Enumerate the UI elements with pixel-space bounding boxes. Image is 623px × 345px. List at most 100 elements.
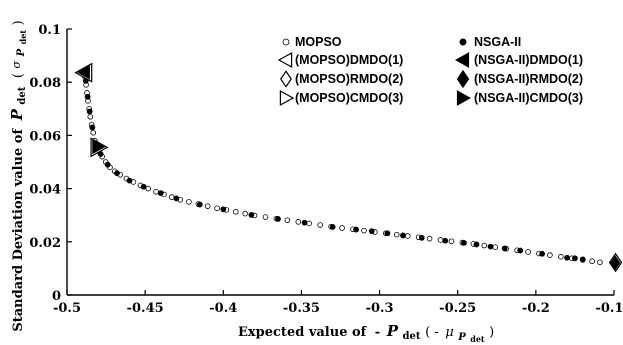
data-point [232, 208, 239, 215]
data-point [487, 243, 494, 250]
data-point [339, 225, 345, 231]
data-point [501, 245, 508, 252]
y-tick-label: 0.06 [29, 129, 61, 144]
data-point [353, 226, 360, 233]
data-point [589, 258, 595, 265]
data-point [87, 113, 94, 120]
data-point [214, 205, 220, 212]
legend-entry: (MOPSO)DMDO(1) [277, 51, 403, 69]
data-point [89, 124, 96, 131]
legend-entry: MOPSO [282, 35, 342, 49]
legend-label: (NSGA-II)CMDO(3) [474, 91, 583, 105]
legend-label: NSGA-II [474, 35, 521, 49]
data-point [442, 237, 449, 244]
y-tick-label: 0.08 [29, 76, 61, 91]
data-point [145, 185, 152, 192]
data-point [418, 234, 425, 241]
series--nsga-ii-cmdo-3- [92, 139, 106, 155]
y-tick-label: 0.02 [29, 236, 61, 251]
data-point [76, 64, 90, 80]
x-tick-label: -0.45 [127, 301, 164, 316]
data-point [126, 177, 133, 184]
data-point [461, 239, 467, 246]
data-point [295, 219, 302, 225]
y-tick-label: 0.1 [38, 23, 61, 38]
legend-label: (NSGA-II)RMDO(2) [474, 72, 583, 86]
data-point [384, 230, 391, 237]
data-point [572, 255, 578, 262]
data-point [168, 194, 175, 200]
y-tick-label: 0 [52, 289, 61, 304]
legend-entry: (NSGA-II)RMDO(2) [456, 69, 583, 89]
legend: MOPSO (MOPSO)DMDO(1) (MOPSO)RMDO(2) (MOPSO)… [277, 35, 583, 107]
data-point [437, 237, 444, 243]
legend-marker [279, 89, 295, 107]
legend-entry: (NSGA-II)CMDO(3) [456, 90, 583, 106]
legend-label: (NSGA-II)DMDO(1) [474, 53, 583, 67]
data-point [262, 214, 269, 220]
data-point [306, 220, 313, 227]
data-point [404, 233, 411, 239]
x-tick-label: -0.35 [283, 301, 320, 316]
x-tick-label: -0.4 [209, 301, 237, 316]
series--nsga-ii-dmdo-1- [76, 64, 90, 80]
axes: -0.5 -0.45 -0.4 -0.35 -0.3 -0.25 -0.2 -0.15 0 0.0… [29, 23, 623, 316]
x-tick-label: -0.2 [522, 301, 550, 316]
data-point [448, 238, 455, 245]
data-point [517, 247, 524, 254]
data-point [114, 170, 120, 177]
data-point [186, 199, 192, 205]
data-point [153, 188, 159, 195]
data-point [275, 216, 281, 222]
data-point [284, 217, 291, 224]
series-mopso [82, 74, 603, 266]
data-point [220, 206, 227, 213]
series--nsga-ii-rmdo-2- [610, 255, 621, 271]
data-point [204, 203, 211, 209]
legend-marker [277, 51, 293, 69]
data-point [86, 108, 93, 115]
data-point [368, 228, 375, 235]
data-point [104, 161, 111, 168]
data-point [140, 183, 147, 190]
data-point [196, 201, 203, 208]
data-point [579, 256, 586, 263]
data-point [473, 241, 480, 248]
y-tick-label: 0.04 [29, 183, 61, 198]
data-point [393, 231, 400, 238]
data-point [400, 232, 406, 239]
legend-marker [456, 90, 472, 106]
legend-marker [459, 38, 467, 46]
data-point [317, 222, 323, 228]
data-point [329, 224, 336, 230]
legend-entry: (NSGA-II)DMDO(1) [454, 52, 583, 68]
data-point [248, 212, 255, 218]
data-point [301, 219, 308, 226]
data-point [564, 254, 571, 261]
x-tick-label: -0.15 [595, 301, 623, 316]
data-point [426, 235, 433, 242]
legend-entry: (MOPSO)RMDO(2) [280, 70, 403, 88]
x-axis-label: Expected value of - P det ( - μ P det ) [238, 322, 494, 345]
data-point [610, 255, 621, 271]
data-point [492, 244, 499, 250]
x-tick-label: -0.5 [53, 301, 81, 316]
data-point [558, 253, 564, 260]
legend-marker [282, 38, 290, 46]
data-point [525, 249, 531, 255]
data-point [90, 129, 97, 136]
legend-entry: (MOPSO)CMDO(3) [279, 89, 403, 107]
data-point [92, 139, 106, 155]
y-axis-label: Standard Deviation value of P det ( σ P … [8, 20, 30, 331]
data-point [157, 190, 164, 197]
data-point [539, 250, 546, 257]
data-point [481, 242, 488, 249]
x-tick-label: -0.25 [439, 301, 476, 316]
plot-area [74, 62, 623, 273]
legend-marker [456, 69, 470, 89]
data-point [84, 93, 91, 100]
legend-label: (MOPSO)DMDO(1) [295, 53, 403, 67]
data-point [173, 195, 180, 202]
